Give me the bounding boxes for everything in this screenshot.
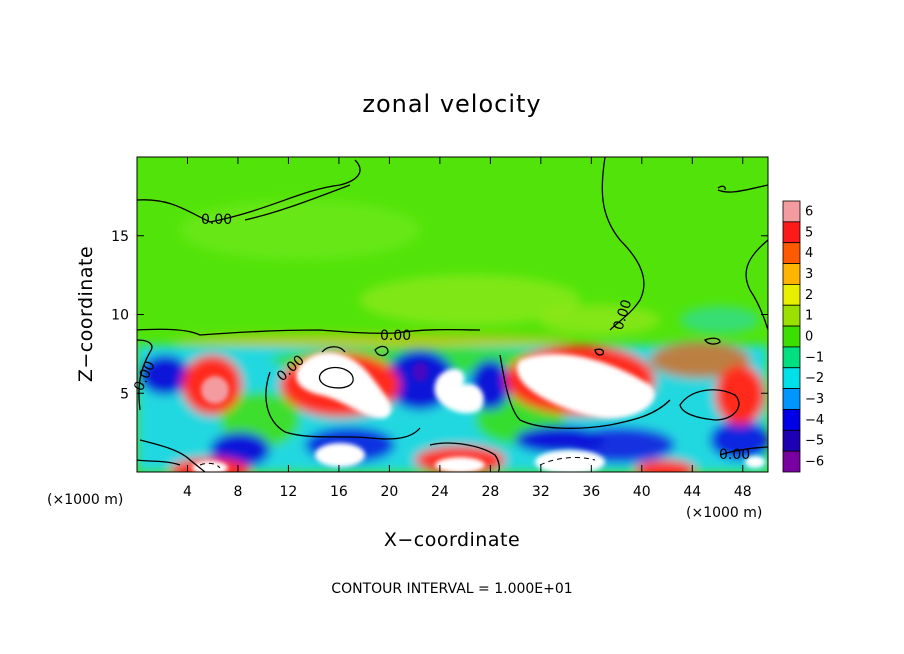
x-tick-label: 40: [633, 484, 651, 500]
colorbar-label: −2: [805, 371, 824, 386]
chart-title: zonal velocity: [362, 90, 541, 118]
contour-label: 0.00: [719, 447, 750, 463]
x-tick-label: 28: [481, 484, 499, 500]
colorbar-swatch: [782, 263, 801, 285]
colorbar-label: 1: [805, 309, 813, 324]
colorbar-label: 6: [805, 204, 813, 219]
colorbar-label: 5: [805, 225, 813, 240]
x-tick-label: 4: [183, 484, 192, 500]
y-tick-label: 15: [111, 229, 129, 245]
colorbar-swatch: [782, 283, 801, 306]
x-unit-label-right: (×1000 m): [686, 505, 762, 521]
x-tick-label: 24: [431, 484, 449, 500]
y-axis-ticks: 5 10 15: [111, 229, 768, 402]
colorbar-swatch: [782, 304, 801, 327]
colorbar-label: 4: [805, 246, 813, 261]
colorbar-swatch: [782, 221, 801, 244]
x-tick-label: 44: [683, 484, 701, 500]
x-tick-label: 36: [582, 484, 600, 500]
colorbar-swatch: [782, 409, 801, 431]
x-axis-ticks: 4 8 12 16 20 24 28 32 36 40 44 48: [183, 157, 752, 500]
x-tick-label: 12: [280, 484, 298, 500]
y-tick-label: 5: [120, 386, 129, 402]
contour-interval-note: CONTOUR INTERVAL = 1.000E+01: [331, 581, 572, 597]
y-axis-label: Z−coordinate: [75, 246, 97, 382]
y-tick-label: 10: [111, 308, 129, 324]
colorbar-label: 2: [805, 288, 813, 303]
colorbar-swatch: [782, 200, 801, 223]
colorbar-label: 3: [805, 267, 813, 282]
contour-label: 0.00: [201, 212, 232, 228]
colorbar-label: 0: [805, 330, 813, 345]
colorbar-swatch: [782, 388, 801, 410]
x-tick-label: 32: [532, 484, 550, 500]
colorbar-label: −6: [805, 455, 824, 470]
colorbar: 6 5 4 3 2 1 0 −1 −2 −3 −4 −5 −6: [782, 200, 824, 473]
colorbar-swatch: [782, 242, 801, 264]
colorbar-swatch: [782, 367, 801, 390]
colorbar-label: −1: [805, 350, 824, 365]
x-tick-label: 48: [734, 484, 752, 500]
heatmap-field: [137, 157, 768, 472]
x-tick-label: 20: [380, 484, 398, 500]
colorbar-swatch: [782, 450, 801, 473]
colorbar-label: −4: [805, 413, 824, 428]
contour-label: 0.00: [380, 328, 411, 344]
colorbar-swatch: [782, 325, 801, 348]
x-axis-label: X−coordinate: [384, 529, 520, 551]
colorbar-swatch: [782, 346, 801, 369]
x-tick-label: 8: [233, 484, 242, 500]
x-unit-label-left: (×1000 m): [47, 492, 123, 508]
colorbar-label: −5: [805, 434, 824, 449]
colorbar-swatch: [782, 429, 801, 452]
x-tick-label: 16: [330, 484, 348, 500]
colorbar-label: −3: [805, 392, 824, 407]
